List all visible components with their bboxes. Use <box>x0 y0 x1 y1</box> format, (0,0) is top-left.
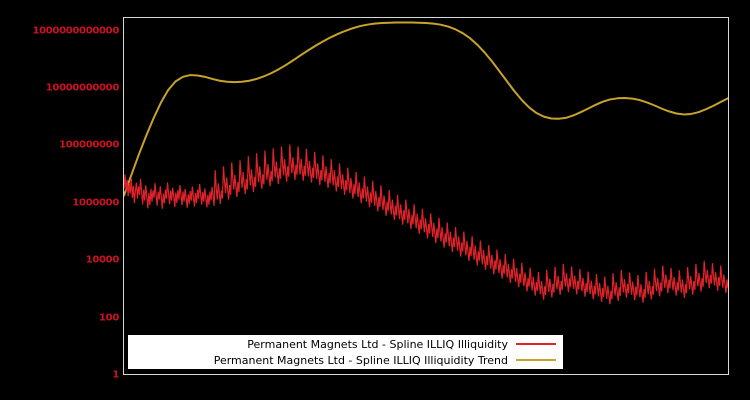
y-axis-tick-label: 100 <box>99 312 119 324</box>
y-axis-tick-label: 1000000000000 <box>32 25 119 37</box>
legend-item-illiquidity[interactable]: Permanent Magnets Ltd - Spline ILLIQ Ill… <box>129 336 556 352</box>
plot-area <box>123 17 729 375</box>
series-layer <box>124 21 728 305</box>
legend-label-trend: Permanent Magnets Ltd - Spline ILLIQ Ill… <box>213 353 508 367</box>
legend-label-illiquidity: Permanent Magnets Ltd - Spline ILLIQ Ill… <box>247 337 508 351</box>
legend-swatch-trend <box>516 359 556 361</box>
y-axis-tick-label: 10000000000 <box>45 82 120 94</box>
chart-legend: Permanent Magnets Ltd - Spline ILLIQ Ill… <box>128 335 563 369</box>
y-axis-tick-labels: 1 100 10000 1000000 100000000 10000000000 1000… <box>0 0 119 400</box>
y-axis-tick-label: 100000000 <box>59 139 119 151</box>
series-line-trend <box>124 21 728 197</box>
legend-swatch-illiquidity <box>516 343 556 345</box>
legend-item-trend[interactable]: Permanent Magnets Ltd - Spline ILLIQ Ill… <box>129 352 556 368</box>
series-line-illiquidity <box>124 144 728 305</box>
y-axis-tick-label: 1 <box>112 369 119 381</box>
y-axis-tick-label: 1000000 <box>72 197 119 209</box>
y-axis-tick-label: 10000 <box>85 254 120 266</box>
